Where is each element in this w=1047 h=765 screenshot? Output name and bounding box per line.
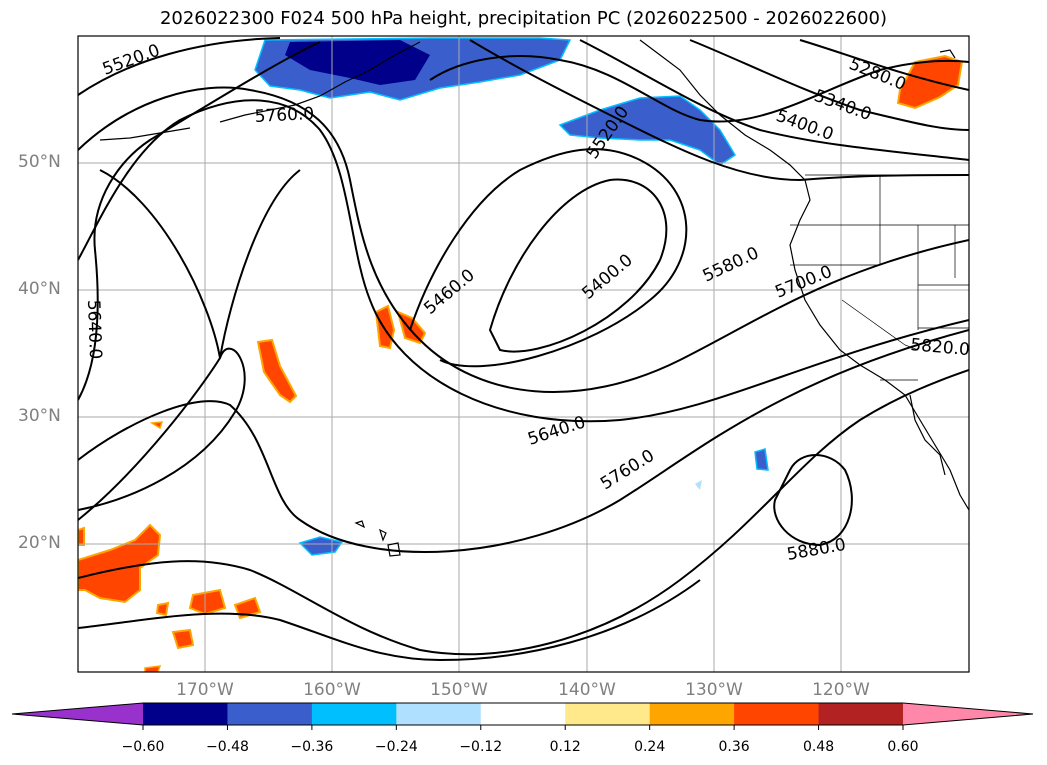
lat-label-20n: 20°N [18, 533, 61, 553]
map-title: 2026022300 F024 500 hPa height, precipit… [159, 8, 888, 29]
map-frame [77, 35, 970, 673]
lat-label-40n: 40°N [18, 279, 61, 299]
lat-label-30n: 30°N [18, 406, 61, 426]
lon-label-150w: 150°W [430, 680, 488, 700]
colorbar-segment [143, 703, 228, 725]
height-contours [78, 37, 969, 662]
colorbar-tick-label: 0.48 [802, 739, 835, 755]
contour-label: 5760.0 [254, 104, 314, 127]
lon-label-170w: 170°W [176, 680, 234, 700]
map-background [78, 36, 969, 672]
lat-label-50n: 50°N [18, 152, 61, 172]
colorbar-tick-label: 0.60 [887, 739, 919, 755]
colorbar-segment [565, 703, 651, 725]
colorbar-tick-label: 0.36 [718, 739, 750, 755]
colorbar-tick-label: −0.12 [459, 739, 503, 755]
lon-label-130w: 130°W [685, 680, 743, 700]
colorbar-segments [143, 703, 904, 725]
lon-label-120w: 120°W [812, 680, 870, 700]
lon-label-140w: 140°W [558, 680, 616, 700]
colorbar-segment [311, 703, 397, 725]
colorbar-segment [396, 703, 482, 725]
colorbar-segment [734, 703, 820, 725]
colorbar-tick-label: 0.12 [549, 739, 581, 755]
colorbar-under-arrow [12, 703, 143, 725]
colorbar-tick-label: −0.60 [121, 739, 165, 755]
colorbar-tick-label: −0.48 [205, 739, 249, 755]
colorbar-segment [818, 703, 904, 725]
colorbar-tick-label: −0.36 [290, 739, 334, 755]
colorbar-segment [480, 703, 566, 725]
colorbar-tick-label: −0.24 [374, 739, 418, 755]
colorbar-segment [649, 703, 735, 725]
contour-label: 5640.0 [83, 299, 105, 359]
colorbar-segment [227, 703, 313, 725]
colorbar-over-arrow [903, 703, 1033, 725]
lon-label-160w: 160°W [303, 680, 361, 700]
colorbar-tick-label: 0.24 [634, 739, 666, 755]
colorbar [11, 702, 1034, 730]
